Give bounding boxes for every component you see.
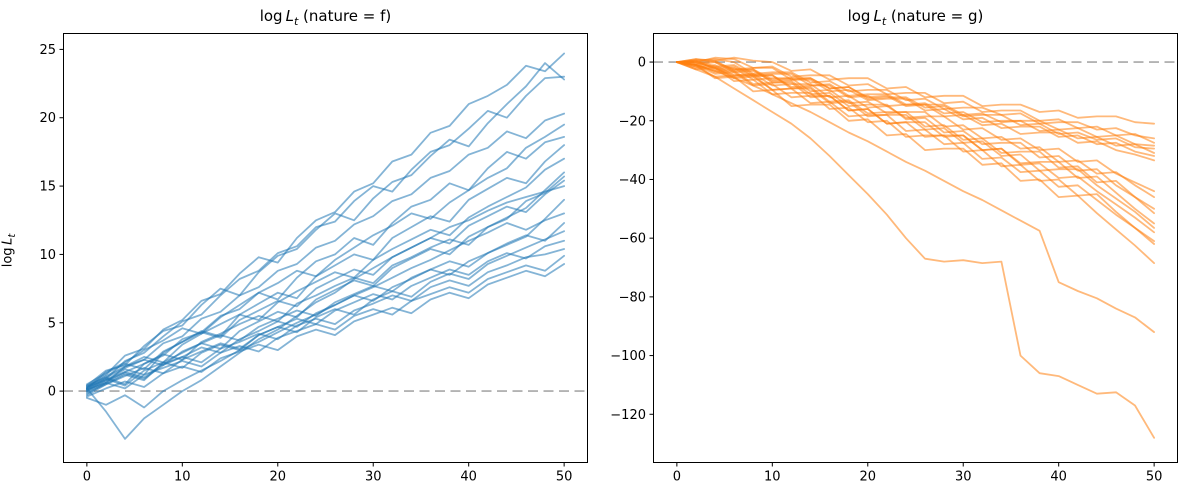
series-line [86,239,565,394]
subplot-f: 0 10 20 30 40 50 0 5 10 15 20 25 [39,33,588,485]
x-tick-label: 50 [556,470,573,485]
series-line [86,157,565,388]
y-tick-label: 0 [48,385,56,400]
x-tick-label: 20 [269,470,286,485]
series-line [86,254,565,391]
subplot-g: 0 10 20 30 40 50 0 −20 −40 −60 −80 −100 −120 [610,33,1178,485]
y-tick-label: 15 [39,180,56,195]
x-tick-label: 30 [365,470,382,485]
subplot-f-title: log Lt (nature = f) [63,7,588,28]
title-variable: L [873,7,882,25]
series-line [86,123,565,390]
series-line [86,248,565,388]
y-tick-label: 10 [39,248,56,263]
x-tick-label: 40 [460,470,477,485]
title-suffix: (nature = g) [886,7,984,25]
title-variable: L [285,7,294,25]
ylabel-variable: L [0,237,16,245]
series-line [676,61,1155,439]
axes-frame [63,33,588,463]
series-line [86,52,565,388]
series-line [676,61,1155,245]
series-line [676,61,1155,229]
series-line [86,185,565,440]
x-tick-label: 0 [83,470,91,485]
series-line [676,61,1155,334]
series-line [86,62,565,387]
x-tick-label: 10 [764,470,781,485]
series-line [86,263,565,398]
series-line [86,175,565,391]
series-line [676,58,1155,150]
y-tick-label: 5 [48,316,56,331]
series-line [676,61,1155,215]
series-line [676,61,1155,265]
y-tick-label: −80 [619,290,646,305]
title-suffix: (nature = f) [298,7,392,25]
title-log-prefix: log [847,7,874,25]
y-tick-label: 20 [39,111,56,126]
x-tick-label: 10 [174,470,191,485]
series-line [676,61,1155,243]
series-line [86,171,565,397]
ylabel-subscript: t [7,233,19,238]
ylabel-log-prefix: log [0,244,16,268]
x-tick-label: 40 [1050,470,1067,485]
series-line [86,135,565,390]
y-tick-label: 25 [39,43,56,58]
x-tick-label: 0 [673,470,681,485]
series-line [86,179,565,386]
subplot-g-title: log Lt (nature = g) [653,7,1178,28]
y-tick-label: −40 [619,173,646,188]
y-tick-label: −60 [619,232,646,247]
y-tick-label: −120 [610,408,646,423]
x-tick-label: 50 [1146,470,1163,485]
title-log-prefix: log [259,7,286,25]
axes-frame [653,33,1178,463]
y-tick-label: −20 [619,114,646,129]
series-line [86,75,565,391]
title-subscript: t [881,15,887,28]
series-line [86,112,565,395]
x-tick-label: 20 [859,470,876,485]
y-axis-label: log Lt [0,216,19,286]
series-line [86,212,565,409]
y-tick-label: 0 [638,56,646,71]
x-tick-label: 30 [955,470,972,485]
y-tick-label: −100 [610,349,646,364]
title-subscript: t [293,15,299,28]
series-line [86,144,565,393]
